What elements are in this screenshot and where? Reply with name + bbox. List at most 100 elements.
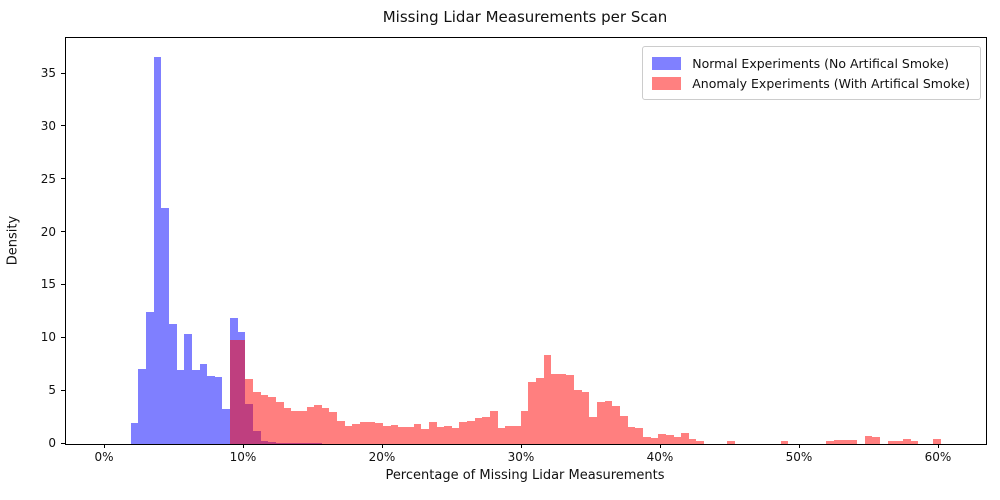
histogram-bar-normal: [138, 368, 146, 444]
y-tick-label: 30: [40, 118, 56, 133]
histogram-bar-anomaly: [902, 439, 911, 444]
x-axis-label: Percentage of Missing Lidar Measurements: [385, 468, 665, 483]
histogram-bar-anomaly: [298, 410, 307, 444]
histogram-bar-normal: [161, 208, 169, 444]
histogram-bar-anomaly: [413, 424, 422, 444]
histogram-bar-anomaly: [444, 425, 452, 444]
histogram-bar-anomaly: [237, 339, 246, 444]
y-tick-mark: [61, 283, 65, 285]
x-tick-label: 50%: [785, 450, 813, 464]
legend-item-anomaly: Anomaly Experiments (With Artifical Smok…: [652, 73, 970, 93]
histogram-bar-anomaly: [360, 422, 368, 444]
x-tick-label: 10%: [229, 450, 257, 464]
histogram-bar-anomaly: [253, 392, 261, 444]
histogram-bar-anomaly: [665, 435, 674, 444]
x-tick-mark: [938, 444, 939, 448]
histogram-bar-anomaly: [375, 423, 383, 444]
histogram-bar-anomaly: [543, 354, 552, 444]
y-tick-label: 15: [40, 277, 56, 292]
x-tick-mark: [660, 444, 661, 448]
histogram-bar-anomaly: [314, 404, 322, 444]
histogram-bar-anomaly: [864, 435, 873, 444]
histogram-bar-anomaly: [535, 378, 544, 444]
histogram-bar-anomaly: [558, 374, 567, 444]
histogram-bar-anomaly: [520, 410, 529, 444]
histogram-bar-anomaly: [597, 402, 605, 444]
histogram-bar-anomaly: [505, 425, 513, 444]
histogram-bar-anomaly: [482, 417, 491, 444]
histogram-bar-normal: [214, 376, 223, 444]
x-tick-label: 20%: [368, 450, 396, 464]
histogram-bar-anomaly: [451, 427, 460, 444]
y-tick-mark: [61, 389, 65, 391]
histogram-bar-anomaly: [329, 412, 338, 444]
y-tick-mark: [61, 125, 65, 127]
histogram-bar-normal: [146, 312, 154, 444]
histogram-bar-normal: [191, 370, 200, 444]
histogram-bar-anomaly: [604, 401, 613, 444]
histogram-bar-anomaly: [512, 425, 521, 444]
y-tick-mark: [61, 72, 65, 74]
anomaly-series-swatch: [652, 76, 682, 90]
histogram-bar-anomaly: [673, 437, 682, 444]
histogram-bar-anomaly: [421, 429, 429, 444]
histogram-bar-anomaly: [849, 440, 857, 444]
histogram-bar-normal: [130, 422, 139, 444]
x-tick-mark: [521, 444, 522, 448]
y-tick-label: 35: [40, 66, 56, 80]
histogram-bar-anomaly: [620, 415, 628, 444]
histogram-bar-normal: [199, 363, 208, 444]
histogram-bar-anomaly: [260, 395, 269, 444]
histogram-bar-anomaly: [367, 422, 376, 444]
x-tick-mark: [799, 444, 800, 448]
chart-title: Missing Lidar Measurements per Scan: [382, 8, 668, 26]
histogram-bar-anomaly: [895, 440, 903, 444]
histogram-bar-normal: [168, 324, 177, 444]
legend-item-normal: Normal Experiments (No Artifical Smoke): [652, 53, 970, 73]
y-tick-mark: [61, 336, 65, 338]
histogram-bar-anomaly: [872, 436, 880, 444]
histogram-bar-anomaly: [467, 420, 475, 444]
histogram-bar-anomaly: [589, 416, 598, 444]
histogram-bar-anomaly: [337, 420, 345, 444]
histogram-bar-anomaly: [650, 438, 659, 444]
histogram-bar-anomaly: [780, 441, 789, 444]
y-tick-mark: [61, 178, 65, 180]
histogram-bar-anomaly: [383, 425, 391, 444]
histogram-bar-anomaly: [528, 381, 536, 444]
histogram-bar-normal: [207, 375, 215, 444]
y-tick-label: 10: [40, 330, 56, 345]
histogram-bar-anomaly: [245, 379, 254, 444]
histogram-bar-anomaly: [352, 424, 361, 444]
y-tick-label: 0: [48, 436, 56, 450]
histogram-bar-anomaly: [612, 405, 620, 444]
histogram-bar-anomaly: [497, 428, 506, 444]
x-tick-mark: [104, 444, 105, 448]
histogram-bar-anomaly: [405, 426, 414, 444]
histogram-bar-normal: [222, 409, 231, 444]
histogram-bar-anomaly: [688, 439, 697, 444]
histogram-bar-normal: [184, 334, 192, 444]
histogram-bars: [66, 38, 986, 444]
histogram-bar-anomaly: [268, 397, 276, 444]
x-tick-label: 40%: [646, 450, 674, 464]
histogram-bar-anomaly: [490, 410, 498, 444]
x-tick-label: 0%: [94, 450, 114, 464]
histogram-bar-anomaly: [230, 339, 238, 444]
histogram-bar-normal: [176, 370, 185, 444]
histogram-bar-anomaly: [834, 439, 842, 444]
histogram-bar-anomaly: [291, 410, 299, 444]
histogram-bar-anomaly: [551, 374, 559, 444]
histogram-bar-anomaly: [933, 438, 942, 444]
histogram-bar-anomaly: [390, 424, 399, 444]
histogram-bar-anomaly: [910, 441, 919, 444]
histogram-bar-anomaly: [681, 433, 689, 444]
normal-series-swatch: [652, 56, 682, 70]
y-tick-label: 20: [40, 224, 56, 239]
histogram-bar-anomaly: [581, 392, 590, 444]
histogram-bar-anomaly: [459, 422, 468, 444]
histogram-bar-anomaly: [658, 433, 666, 444]
histogram-bar-anomaly: [344, 425, 353, 444]
histogram-bar-anomaly: [627, 427, 636, 444]
